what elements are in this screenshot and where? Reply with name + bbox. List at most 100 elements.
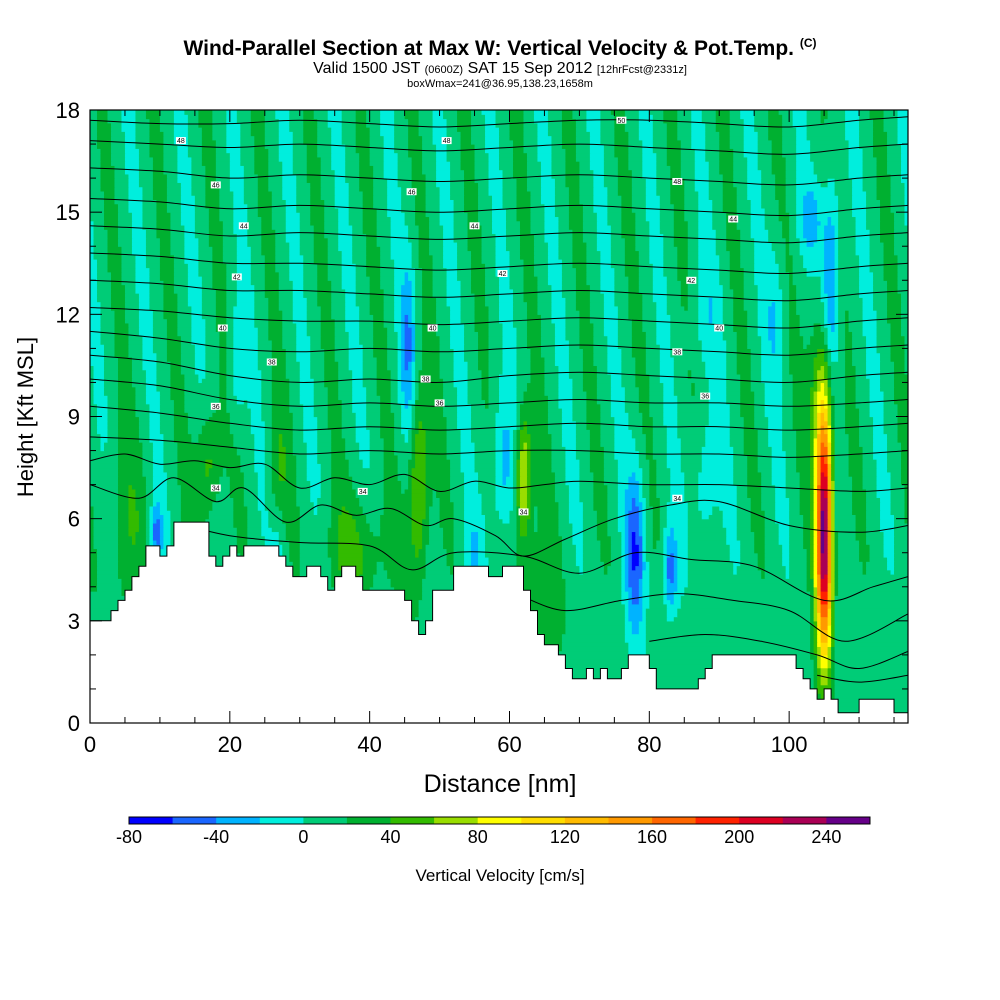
w-cell — [673, 595, 682, 601]
w-cell — [257, 493, 266, 498]
w-cell — [596, 382, 612, 388]
w-cell — [754, 390, 766, 396]
w-cell — [589, 314, 605, 320]
w-cell — [138, 318, 154, 324]
w-cell — [687, 578, 808, 584]
w-cell — [782, 378, 794, 384]
w-cell — [827, 335, 839, 341]
w-cell — [698, 327, 724, 332]
w-cell — [163, 539, 171, 545]
w-cell — [173, 399, 185, 405]
w-cell — [831, 552, 836, 558]
w-cell — [827, 620, 832, 626]
w-cell — [747, 339, 762, 345]
w-cell — [617, 497, 626, 503]
w-cell — [495, 505, 514, 511]
w-cell — [90, 339, 102, 345]
w-cell — [869, 390, 885, 396]
w-cell — [233, 442, 255, 447]
w-cell — [334, 327, 346, 332]
w-cell — [453, 544, 465, 550]
w-cell — [561, 637, 626, 643]
w-cell — [264, 497, 276, 503]
w-cell — [600, 425, 615, 430]
w-cell — [401, 361, 406, 367]
w-cell — [827, 574, 832, 579]
w-cell — [198, 548, 238, 554]
w-cell — [352, 514, 367, 520]
w-cell — [415, 463, 427, 469]
w-cell — [540, 339, 556, 345]
w-cell — [565, 599, 622, 605]
w-cell — [810, 433, 815, 439]
w-cell — [894, 399, 908, 405]
w-cell — [383, 437, 395, 443]
w-cell — [722, 522, 738, 528]
w-cell — [495, 488, 514, 494]
w-cell — [827, 450, 832, 456]
w-cell — [558, 531, 574, 537]
w-cell — [184, 403, 220, 409]
w-cell — [708, 301, 713, 307]
w-cell — [467, 395, 483, 401]
w-cell — [215, 301, 227, 307]
w-cell — [117, 361, 133, 367]
w-cell — [474, 459, 497, 464]
w-cell — [397, 595, 423, 601]
w-cell — [530, 488, 556, 494]
w-cell — [883, 407, 899, 413]
w-cell — [236, 399, 245, 405]
w-cell — [610, 373, 622, 379]
w-cell — [163, 467, 178, 473]
w-cell — [439, 339, 451, 345]
w-cell — [474, 318, 490, 324]
w-cell — [761, 361, 783, 367]
w-cell — [313, 386, 329, 392]
w-cell — [387, 327, 395, 332]
w-cell — [429, 522, 441, 528]
w-cell — [282, 514, 301, 520]
w-cell — [429, 531, 444, 537]
w-cell — [754, 548, 766, 554]
w-cell — [628, 425, 643, 430]
w-cell — [712, 314, 724, 320]
w-cell — [184, 382, 220, 388]
w-cell — [177, 297, 189, 303]
w-cell — [401, 484, 409, 490]
w-cell — [90, 437, 102, 443]
w-cell — [824, 403, 829, 409]
w-cell — [617, 327, 633, 332]
w-cell — [341, 429, 357, 435]
w-cell — [813, 407, 818, 413]
w-cell — [565, 608, 626, 613]
w-cell — [191, 335, 206, 341]
w-cell — [726, 378, 741, 384]
w-cell — [831, 565, 836, 571]
w-cell — [820, 603, 829, 609]
w-cell — [425, 480, 451, 486]
w-cell — [310, 497, 318, 503]
w-cell — [729, 548, 741, 554]
w-cell — [443, 378, 455, 384]
w-cell — [887, 450, 902, 456]
w-cell — [292, 425, 304, 430]
chart-subtitle: Valid 1500 JST (0600Z) SAT 15 Sep 2012 [… — [0, 60, 1000, 78]
w-cell — [866, 569, 892, 575]
w-cell — [352, 390, 367, 396]
w-cell — [610, 395, 626, 401]
w-cell — [415, 314, 423, 320]
w-cell — [834, 535, 839, 541]
w-cell — [338, 522, 357, 528]
w-cell — [698, 314, 710, 320]
w-cell — [362, 552, 416, 558]
w-cell — [652, 450, 668, 456]
w-cell — [425, 548, 448, 554]
w-cell — [649, 476, 657, 481]
w-cell — [488, 344, 504, 349]
w-cell — [614, 442, 636, 447]
w-cell — [117, 395, 137, 401]
w-cell — [471, 548, 479, 554]
w-cell — [488, 356, 504, 362]
w-cell — [670, 314, 699, 320]
w-cell — [726, 356, 738, 362]
